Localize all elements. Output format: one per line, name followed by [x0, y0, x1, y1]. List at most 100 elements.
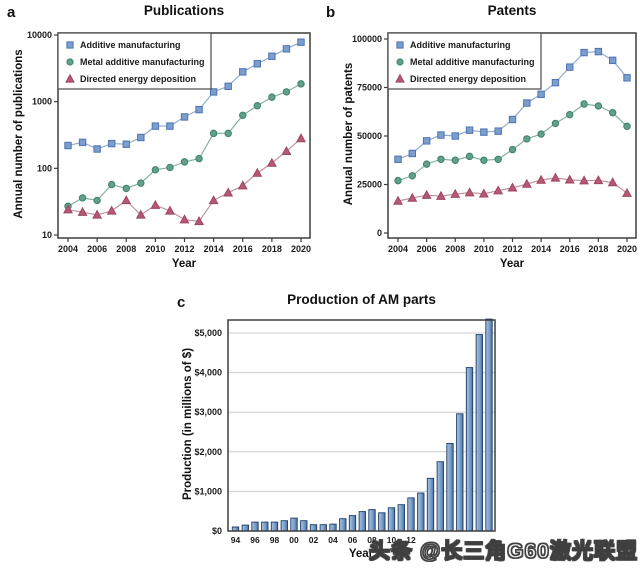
legend-label: Metal additive manufacturing [410, 57, 535, 67]
series-marker-square [107, 139, 116, 148]
y-tick-label: 100000 [352, 34, 382, 44]
y-tick-label: 75000 [357, 83, 382, 93]
series-triangle [393, 172, 632, 205]
series-marker-square [253, 60, 262, 68]
series-marker-square [408, 149, 417, 158]
series-marker-circle [608, 109, 617, 117]
series-marker-triangle [407, 192, 418, 202]
series-marker-triangle [63, 204, 73, 214]
series-marker-circle [253, 101, 262, 110]
bar [436, 461, 444, 532]
series-marker-triangle [435, 190, 446, 200]
series-marker-square [66, 41, 74, 49]
series-marker-triangle [77, 206, 88, 216]
bar [261, 521, 269, 532]
panel-letter-c: c [177, 294, 186, 311]
bar [368, 509, 376, 532]
series-marker-circle [268, 93, 276, 101]
series-marker-circle [437, 155, 445, 163]
series-marker-circle [297, 80, 305, 88]
bar [475, 334, 483, 532]
series-marker-triangle [507, 182, 518, 192]
series-marker-square [122, 140, 130, 148]
series-marker-circle [408, 172, 417, 180]
bar [485, 318, 493, 532]
x-tick-label: 06 [348, 535, 358, 545]
x-tick-label: 2018 [262, 244, 282, 254]
x-axis-label-b: Year [499, 258, 525, 270]
series-marker-square [437, 131, 445, 139]
chart-title-publications: Publications [143, 3, 225, 18]
series-marker-square [282, 45, 291, 53]
series-marker-triangle [252, 167, 263, 177]
series-marker-triangle [150, 199, 161, 209]
bar [300, 520, 308, 532]
x-tick-label: 2016 [560, 244, 580, 254]
series-marker-circle [78, 194, 87, 202]
y-tick-label: 0 [377, 228, 382, 238]
series-marker-circle [451, 156, 459, 164]
series-marker-circle [580, 100, 588, 108]
series-circle [394, 100, 631, 185]
series-marker-triangle [395, 73, 405, 83]
series-marker-triangle [393, 195, 403, 205]
series-marker-square [523, 99, 531, 107]
y-tick-label: 10000 [27, 30, 52, 40]
x-tick-label: 2006 [87, 244, 107, 254]
series-marker-square [465, 126, 474, 134]
bar [397, 504, 405, 532]
x-tick-label: 08 [367, 535, 377, 545]
series-marker-circle [93, 196, 101, 205]
series-marker-circle [137, 179, 145, 187]
series-marker-triangle [208, 195, 219, 205]
series-marker-square [396, 41, 404, 49]
legend-label: Metal additive manufacturing [80, 57, 205, 67]
series-marker-circle [166, 163, 174, 172]
bar [417, 492, 425, 532]
series-marker-square [608, 56, 617, 65]
series-marker-circle [480, 156, 488, 164]
series-marker-triangle [237, 180, 248, 190]
series-marker-circle [494, 155, 502, 163]
series-marker-circle [465, 152, 474, 161]
series-marker-circle [594, 102, 603, 110]
series-marker-square [78, 138, 87, 147]
series-marker-triangle [179, 214, 190, 224]
series-marker-triangle [421, 189, 432, 199]
series-line [397, 103, 628, 182]
x-axis-label-a: Year [171, 258, 197, 270]
series-marker-square [394, 155, 402, 163]
series-marker-square [180, 113, 189, 121]
bar [251, 521, 259, 532]
bar [407, 497, 415, 532]
series-marker-square [422, 137, 431, 145]
series-marker-circle [523, 135, 531, 143]
panel-b-plot: 0 25000 50000 75000 100000 2004 2006 2008 2010 20… [352, 32, 637, 254]
series-marker-square [239, 68, 247, 76]
series-marker-circle [422, 160, 431, 168]
series-marker-square [209, 88, 218, 96]
series-square [394, 47, 631, 163]
x-tick-label: 2014 [204, 244, 224, 254]
series-marker-square [566, 63, 574, 71]
series-marker-circle [239, 111, 247, 119]
series-marker-triangle [593, 175, 604, 185]
bar [290, 517, 298, 532]
y-tick-label: 10 [42, 230, 52, 240]
x-tick-label: 2018 [588, 244, 608, 254]
x-tick-label: 2010 [474, 244, 494, 254]
y-axis-label-production: Production (in millions of $) [182, 347, 194, 501]
bar [270, 521, 279, 532]
series-marker-square [268, 52, 276, 60]
series-marker-square [166, 122, 174, 130]
series-marker-square [93, 145, 101, 153]
series-marker-triangle [223, 187, 234, 197]
series-marker-square [537, 90, 545, 98]
legend-label: Additive manufacturing [80, 40, 181, 50]
panel-a-plot: 10 100 1000 10000 2004 2006 2008 2010 2012 2014 20… [27, 30, 311, 254]
legend: Additive manufacturing Metal additive man… [387, 32, 542, 90]
series-marker-circle [551, 119, 560, 128]
x-tick-label: 12 [406, 535, 416, 545]
series-marker-triangle [121, 195, 132, 205]
